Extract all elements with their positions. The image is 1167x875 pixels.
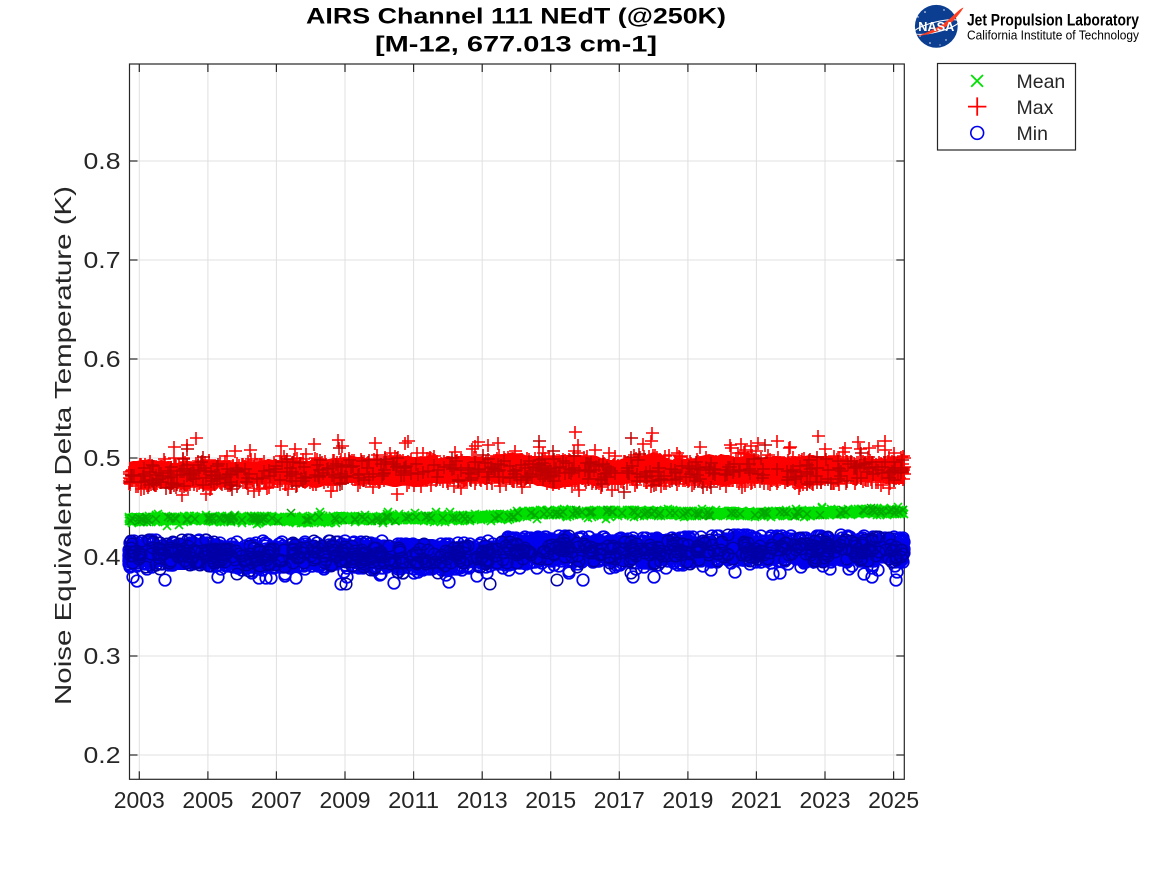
svg-text:2017: 2017: [594, 787, 645, 813]
svg-text:0.5: 0.5: [84, 445, 121, 471]
svg-text:2005: 2005: [182, 787, 233, 813]
svg-text:Max: Max: [1017, 97, 1054, 119]
svg-text:0.6: 0.6: [84, 346, 121, 372]
svg-text:2013: 2013: [457, 787, 508, 813]
svg-text:2023: 2023: [800, 787, 851, 813]
svg-text:2009: 2009: [320, 787, 371, 813]
svg-text:2021: 2021: [731, 787, 782, 813]
svg-text:Noise Equivalent Delta Tempera: Noise Equivalent Delta Temperature (K): [50, 186, 76, 705]
svg-text:0.3: 0.3: [84, 643, 121, 669]
svg-text:0.8: 0.8: [84, 148, 121, 174]
svg-text:Min: Min: [1017, 123, 1048, 145]
svg-text:2007: 2007: [251, 787, 302, 813]
svg-text:0.4: 0.4: [84, 544, 121, 570]
svg-text:2011: 2011: [388, 787, 439, 813]
svg-text:NASA: NASA: [918, 19, 955, 34]
svg-text:California Institute of Techno: California Institute of Technology: [967, 28, 1139, 43]
svg-text:0.2: 0.2: [84, 742, 121, 768]
svg-text:Jet Propulsion Laboratory: Jet Propulsion Laboratory: [967, 11, 1139, 30]
svg-text:2025: 2025: [868, 787, 919, 813]
svg-text:Mean: Mean: [1017, 71, 1066, 93]
svg-text:2019: 2019: [662, 787, 713, 813]
svg-text:2003: 2003: [114, 787, 165, 813]
svg-text:[M-12, 677.013 cm-1]: [M-12, 677.013 cm-1]: [375, 32, 657, 57]
svg-text:0.7: 0.7: [84, 247, 121, 273]
svg-text:2015: 2015: [525, 787, 576, 813]
svg-text:AIRS Channel 111 NEdT (@250K): AIRS Channel 111 NEdT (@250K): [306, 4, 726, 29]
